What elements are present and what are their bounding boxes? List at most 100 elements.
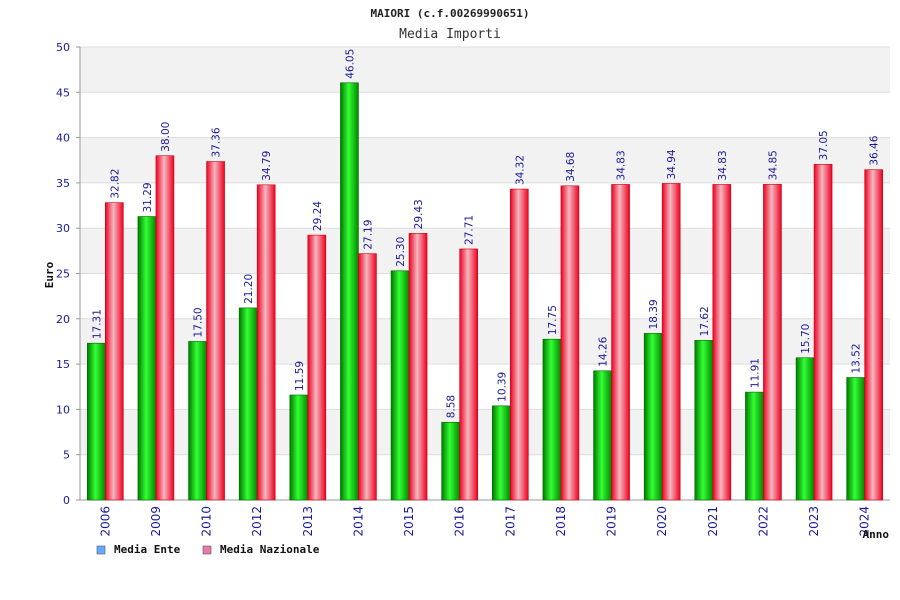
y-tick-label: 10 [56, 403, 70, 416]
x-tick-label: 2020 [655, 506, 669, 537]
data-label-media-nazionale: 29.24 [312, 201, 324, 231]
bar-media-nazionale [763, 183, 782, 501]
data-label-media-nazionale: 34.85 [767, 150, 779, 180]
y-tick-labels: 0 5 10 15 20 25 30 35 40 45 50 [56, 41, 70, 507]
y-axis-label: Euro [43, 261, 56, 288]
data-label-media-nazionale: 34.32 [514, 155, 526, 185]
bar-media-nazionale [611, 184, 630, 501]
data-label-media-nazionale: 34.68 [565, 152, 577, 182]
data-label-media-ente: 13.52 [851, 343, 863, 373]
bar-media-ente [542, 338, 562, 501]
data-label-media-nazionale: 37.05 [818, 130, 830, 160]
y-tick-label: 30 [56, 222, 70, 235]
legend-swatch-media-ente [96, 545, 106, 555]
chart-subtitle: Media Importi [399, 27, 501, 42]
x-tick-label: 2022 [756, 506, 770, 537]
x-tick-label: 2016 [453, 506, 467, 537]
bar-media-ente [694, 340, 714, 501]
bar-media-nazionale [459, 248, 478, 501]
data-label-media-ente: 11.91 [749, 358, 761, 388]
x-tick-label: 2006 [98, 506, 112, 537]
grid-band [80, 92, 890, 138]
bars [87, 82, 883, 501]
data-label-media-ente: 15.70 [800, 324, 812, 354]
bar-media-nazionale [813, 164, 833, 501]
x-tick-label: 2010 [200, 506, 214, 537]
data-label-media-ente: 21.20 [243, 274, 255, 304]
bar-media-ente [289, 394, 309, 501]
bar-media-nazionale [358, 253, 377, 501]
bar-media-nazionale [864, 169, 883, 501]
data-label-media-nazionale: 27.19 [362, 220, 374, 250]
bar-media-ente [593, 370, 612, 501]
bar-media-nazionale [155, 155, 175, 501]
grid-band [80, 47, 890, 93]
bar-media-nazionale [307, 234, 327, 501]
bar-media-ente [745, 391, 764, 501]
data-label-media-nazionale: 29.43 [413, 199, 425, 229]
data-label-media-nazionale: 37.36 [211, 127, 223, 157]
bar-media-ente [87, 342, 106, 501]
bar-media-ente [137, 216, 157, 501]
chart-title: MAIORI (c.f.00269990651) [371, 7, 530, 20]
x-tick-labels: 2006 2009 2010 2012 2013 2014 2015 2016 2017 2018… [98, 506, 871, 537]
data-label-media-nazionale: 36.46 [869, 135, 881, 165]
data-label-media-ente: 10.39 [496, 372, 508, 402]
bar-media-ente [846, 377, 865, 501]
legend-label-media-ente: Media Ente [114, 543, 181, 556]
bar-media-nazionale [206, 161, 225, 501]
data-label-media-ente: 18.39 [648, 299, 660, 329]
data-label-media-ente: 46.05 [344, 49, 356, 79]
bar-media-ente [492, 405, 511, 501]
data-label-media-ente: 17.75 [547, 305, 559, 335]
data-label-media-ente: 31.29 [142, 182, 154, 212]
data-label-media-ente: 14.26 [598, 336, 610, 366]
data-label-media-nazionale: 34.94 [666, 149, 678, 179]
x-axis-label: Anno [863, 528, 890, 541]
bar-media-ente [795, 357, 815, 501]
x-tick-label: 2023 [807, 506, 821, 537]
x-tick-label: 2017 [503, 506, 517, 537]
y-tick-label: 15 [56, 358, 70, 371]
y-tick-label: 20 [56, 313, 70, 326]
x-tick-label: 2021 [706, 506, 720, 537]
bar-media-nazionale [105, 202, 124, 501]
x-tick-label: 2009 [149, 506, 163, 537]
bar-media-ente [441, 421, 460, 501]
data-label-media-nazionale: 27.71 [464, 215, 476, 245]
x-tick-label: 2014 [351, 506, 365, 537]
data-label-media-ente: 17.62 [699, 306, 711, 336]
legend-swatch-media-nazionale [202, 545, 212, 555]
bar-media-nazionale [712, 184, 732, 501]
data-label-media-ente: 17.31 [91, 309, 103, 339]
y-tick-label: 5 [63, 449, 70, 462]
bar-media-nazionale [408, 233, 428, 501]
legend-label-media-nazionale: Media Nazionale [220, 543, 320, 556]
bar-media-nazionale [661, 183, 681, 501]
data-label-media-ente: 25.30 [395, 237, 407, 267]
data-label-media-nazionale: 32.82 [109, 169, 121, 199]
data-label-media-nazionale: 34.83 [717, 150, 729, 180]
y-tick-label: 50 [56, 41, 70, 54]
data-labels: 17.31 32.82 31.29 38.00 17.50 37.36 21.20 34.79… [91, 49, 880, 419]
data-label-media-ente: 8.58 [446, 395, 458, 418]
data-label-media-ente: 17.50 [193, 307, 205, 337]
bar-media-nazionale [560, 185, 580, 501]
bar-media-ente [643, 333, 663, 501]
x-tick-label: 2012 [250, 506, 264, 537]
bar-media-ente [390, 270, 410, 501]
bar-media-nazionale [256, 184, 276, 501]
x-tick-label: 2019 [605, 506, 619, 537]
data-label-media-ente: 11.59 [294, 361, 306, 391]
x-tick-label: 2018 [554, 506, 568, 537]
x-tick-label: 2024 [858, 506, 872, 537]
y-tick-label: 45 [56, 86, 70, 99]
bar-media-ente [238, 307, 258, 501]
data-label-media-nazionale: 38.00 [160, 122, 172, 152]
x-tick-label: 2015 [402, 506, 416, 537]
y-tick-label: 35 [56, 177, 70, 190]
bar-media-ente [188, 341, 207, 501]
data-label-media-nazionale: 34.79 [261, 151, 273, 181]
y-tick-label: 25 [56, 268, 70, 281]
